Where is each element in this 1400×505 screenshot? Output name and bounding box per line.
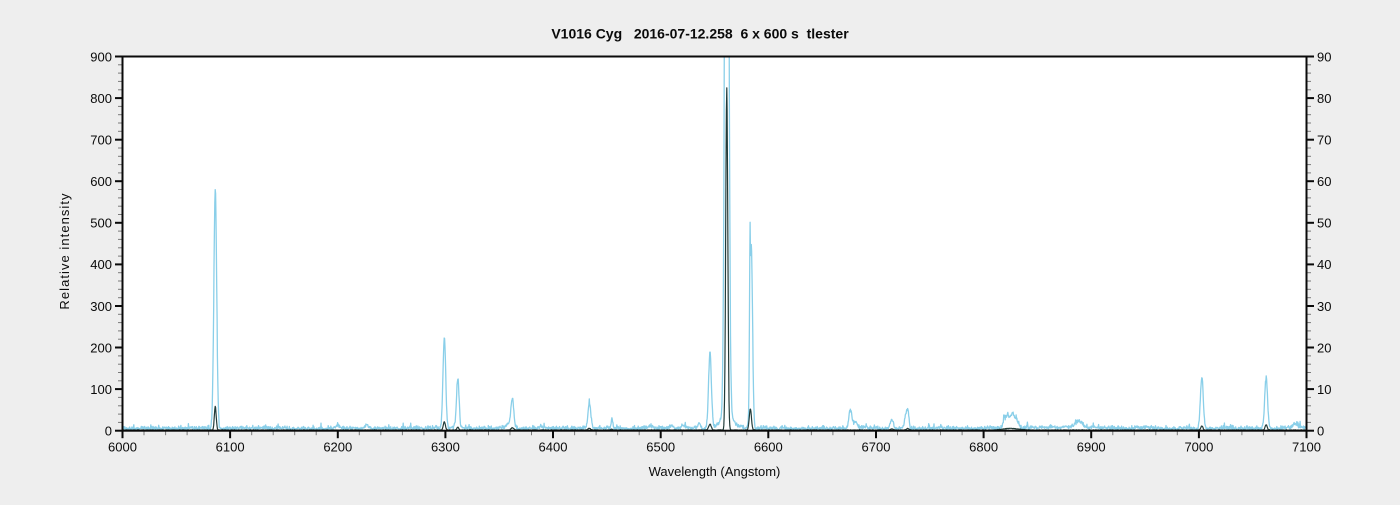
svg-text:90: 90	[1317, 49, 1331, 64]
svg-text:6200: 6200	[323, 440, 352, 455]
svg-text:6700: 6700	[862, 440, 891, 455]
svg-text:200: 200	[90, 340, 112, 355]
svg-text:500: 500	[90, 216, 112, 231]
svg-text:6000: 6000	[108, 440, 137, 455]
svg-text:6400: 6400	[539, 440, 568, 455]
svg-text:6100: 6100	[216, 440, 245, 455]
svg-text:0: 0	[1317, 424, 1324, 439]
svg-text:900: 900	[90, 49, 112, 64]
svg-text:30: 30	[1317, 299, 1331, 314]
svg-text:700: 700	[90, 133, 112, 148]
svg-text:6600: 6600	[754, 440, 783, 455]
svg-text:7100: 7100	[1292, 440, 1321, 455]
svg-text:300: 300	[90, 299, 112, 314]
svg-text:Wavelength (Angstom): Wavelength (Angstom)	[649, 464, 781, 479]
svg-text:50: 50	[1317, 216, 1331, 231]
svg-text:6800: 6800	[969, 440, 998, 455]
svg-text:20: 20	[1317, 340, 1331, 355]
svg-text:10: 10	[1317, 382, 1331, 397]
svg-text:600: 600	[90, 174, 112, 189]
svg-text:80: 80	[1317, 91, 1331, 106]
svg-text:100: 100	[90, 382, 112, 397]
svg-text:70: 70	[1317, 133, 1331, 148]
svg-text:V1016 Cyg 2016-07-12.258 6: V1016 Cyg 2016-07-12.258 6 x 600 s tlest…	[551, 26, 849, 42]
svg-text:60: 60	[1317, 174, 1331, 189]
svg-text:0: 0	[105, 424, 112, 439]
svg-text:400: 400	[90, 257, 112, 272]
svg-text:6500: 6500	[646, 440, 675, 455]
svg-text:7000: 7000	[1184, 440, 1213, 455]
svg-text:6900: 6900	[1077, 440, 1106, 455]
svg-text:40: 40	[1317, 257, 1331, 272]
svg-text:Relative intensity: Relative intensity	[57, 192, 72, 309]
svg-text:800: 800	[90, 91, 112, 106]
svg-text:6300: 6300	[431, 440, 460, 455]
